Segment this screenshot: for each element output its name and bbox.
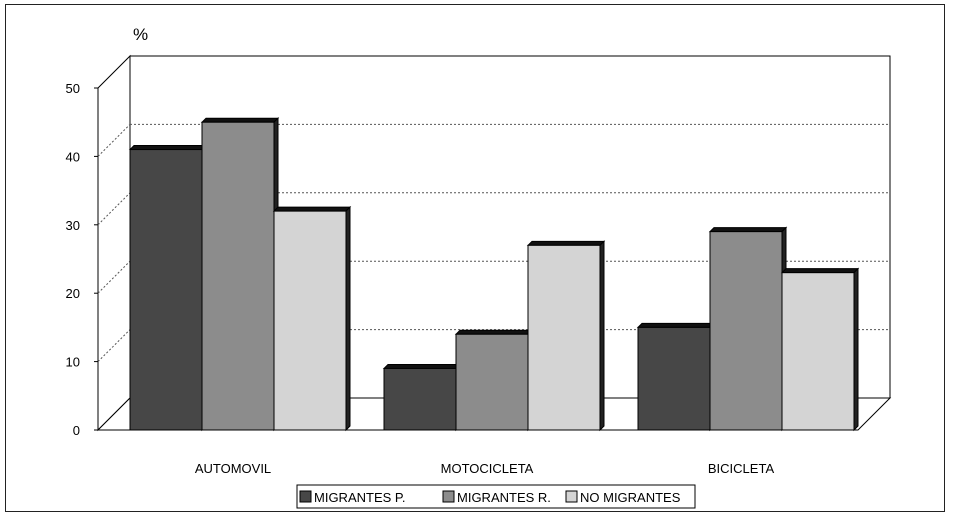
legend-swatch — [565, 490, 578, 503]
legend-label: NO MIGRANTES — [580, 490, 681, 505]
legend-item: MIGRANTES R. — [442, 490, 551, 505]
bar-3d — [128, 144, 208, 432]
x-tick-label: MOTOCICLETA — [441, 461, 534, 476]
bar — [383, 367, 457, 431]
y-tick-label: 10 — [66, 355, 80, 370]
bar-side — [853, 267, 859, 432]
y-tick-label: 50 — [66, 81, 80, 96]
bar-3d — [200, 116, 280, 432]
bar-3d — [526, 240, 606, 432]
bar-top — [780, 268, 860, 274]
bar-3d — [382, 363, 462, 432]
bar-side — [345, 205, 351, 432]
bar — [527, 244, 601, 431]
y-axis-ticks: 0 10 20 30 40 50 — [66, 81, 98, 438]
bar-3d — [454, 329, 534, 432]
gridline-side — [97, 260, 131, 294]
bar-3d — [272, 205, 352, 432]
bar-top — [708, 227, 788, 233]
y-tick-label: 0 — [73, 423, 80, 438]
gridline-side — [97, 192, 131, 226]
bar-3d — [636, 322, 716, 432]
bar-top — [526, 240, 606, 246]
gridline-side — [97, 329, 131, 362]
bar — [781, 272, 855, 431]
bar-top — [382, 363, 462, 369]
legend-label: MIGRANTES R. — [457, 490, 551, 505]
bar — [709, 231, 783, 431]
y-axis-label: % — [133, 25, 148, 44]
y-tick-label: 20 — [66, 286, 80, 301]
legend-box — [296, 484, 696, 509]
gridline-side — [97, 124, 131, 157]
bar — [637, 326, 711, 431]
legend-item: MIGRANTES P. — [299, 490, 406, 505]
bar-top — [200, 117, 280, 123]
bar — [455, 333, 529, 431]
bar — [273, 210, 347, 431]
bar-top — [454, 329, 534, 335]
x-tick-label: AUTOMOVIL — [195, 461, 271, 476]
legend-swatch — [299, 490, 312, 503]
x-tick-label: BICICLETA — [708, 461, 775, 476]
side-wall — [97, 54, 131, 432]
legend-label: MIGRANTES P. — [314, 490, 406, 505]
bar-top — [636, 322, 716, 328]
bar — [201, 121, 275, 431]
y-tick-label: 30 — [66, 218, 80, 233]
x-axis-ticks: AUTOMOVIL MOTOCICLETA BICICLETA — [195, 461, 775, 476]
bar-side — [599, 240, 605, 432]
bar-3d — [780, 267, 860, 432]
bar — [129, 149, 203, 431]
legend: MIGRANTES P. MIGRANTES R. NO MIGRANTES — [296, 484, 696, 509]
bar-top — [272, 206, 352, 212]
y-tick-label: 40 — [66, 149, 80, 164]
bar-top — [128, 145, 208, 151]
bars — [128, 116, 860, 432]
legend-swatch — [442, 490, 455, 503]
legend-item: NO MIGRANTES — [565, 490, 681, 505]
bar-3d — [708, 226, 788, 432]
